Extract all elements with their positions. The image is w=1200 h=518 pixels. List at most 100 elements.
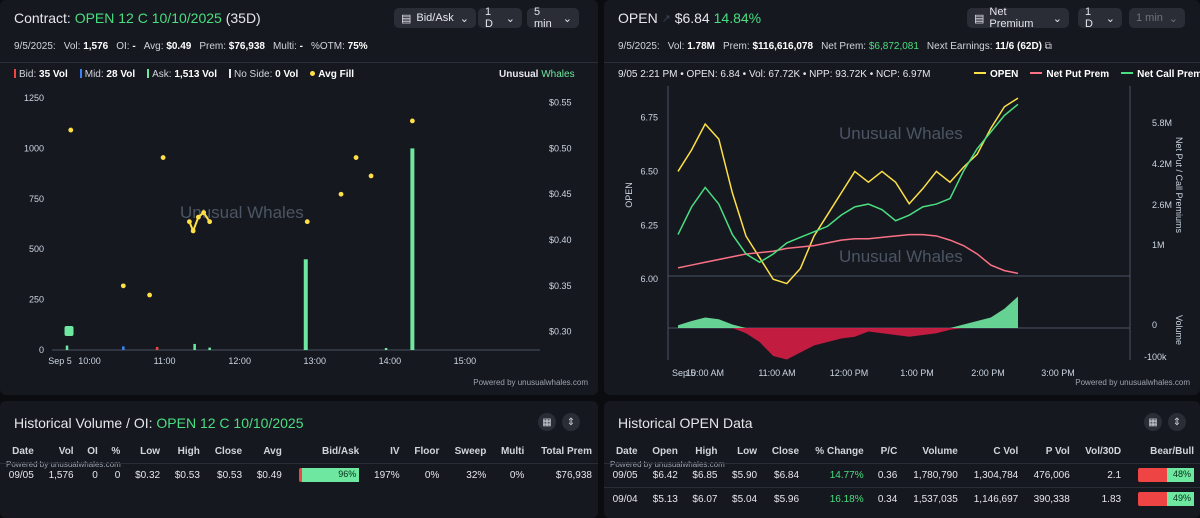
cell-cvol: 1,146,697 <box>963 486 1025 511</box>
watermark: Unusual Whales <box>180 203 304 222</box>
ticker: OPEN <box>618 10 658 26</box>
column-header[interactable]: Low <box>140 446 161 458</box>
interval-select[interactable]: 1 min ⌄ <box>1129 8 1185 28</box>
cell-oi: 0 <box>79 462 104 487</box>
legend-ncp[interactable]: Net Call Prem <box>1121 69 1200 80</box>
expand-icon[interactable]: ⇕ <box>1168 413 1186 431</box>
column-header[interactable]: Date <box>615 446 638 458</box>
stat-prem: Prem: $76,938 <box>199 41 265 52</box>
column-header[interactable]: Avg <box>263 446 282 458</box>
column-header[interactable]: High <box>695 446 718 458</box>
legend-open[interactable]: OPEN <box>974 69 1018 80</box>
cell-vol30: 2.1 <box>1075 462 1128 487</box>
cell-iv: 197% <box>365 462 406 487</box>
cell-low: $5.90 <box>723 462 764 487</box>
stock-chart-panel: OPEN ↗ $6.84 14.84% ▤ Net Premium ⌄ 1 D … <box>604 0 1200 395</box>
volume-bar <box>208 347 211 350</box>
calendar-icon[interactable]: ▦ <box>1144 413 1162 431</box>
avg-fill-point <box>353 155 359 160</box>
column-header[interactable]: P Vol <box>1045 446 1070 458</box>
column-header[interactable]: High <box>177 446 200 458</box>
bid-ask-fill <box>301 468 360 483</box>
column-header[interactable]: Bid/Ask <box>321 446 360 458</box>
column-header[interactable]: Floor <box>414 446 440 458</box>
column-header[interactable]: Bear/Bull <box>1150 446 1194 458</box>
volume-bar <box>122 346 125 350</box>
y-tick-left: 6.25 <box>640 220 658 230</box>
stat-earnings[interactable]: Next Earnings: 11/6 (62D) ⧉ <box>926 41 1052 52</box>
cell-pct: 0 <box>103 462 127 487</box>
column-header[interactable]: Sweep <box>454 446 487 458</box>
cell-avg: $0.49 <box>248 462 288 487</box>
chevron-down-icon: ⌄ <box>1105 12 1115 25</box>
x-tick: 11:00 <box>154 356 176 366</box>
column-header[interactable]: Vol/30D <box>1085 446 1122 458</box>
column-header[interactable]: % <box>111 446 121 458</box>
series-line-net-put-prem <box>677 233 1019 275</box>
column-header[interactable]: Volume <box>922 446 958 458</box>
y-tick-right: 5.8M <box>1152 118 1172 128</box>
volume-bar <box>384 347 388 350</box>
premium-mode-select[interactable]: ▤ Net Premium ⌄ <box>967 6 1069 30</box>
divider <box>0 62 598 63</box>
column-header[interactable]: Open <box>652 446 678 458</box>
watermark: Unusual Whales <box>839 124 963 143</box>
contract-header: Contract: OPEN 12 C 10/10/2025 (35D) <box>0 0 598 36</box>
x-tick: 10:00 AM <box>686 368 724 378</box>
column-header[interactable]: % Change <box>815 446 864 458</box>
avg-fill-point <box>186 219 192 225</box>
avg-fill-point <box>409 118 415 124</box>
y-tick-left: 500 <box>29 244 44 254</box>
x-tick: 11:00 AM <box>758 368 795 378</box>
price-change: 14.84% <box>713 10 762 26</box>
cell-volume: 1,537,035 <box>903 486 964 511</box>
column-header[interactable]: C Vol <box>993 446 1019 458</box>
price: $6.84 <box>674 10 710 26</box>
cell-date: 09/04 <box>604 486 644 511</box>
column-header[interactable]: IV <box>390 446 400 458</box>
cell-date: 09/05 <box>0 462 40 487</box>
column-header[interactable]: OI <box>87 446 98 458</box>
cell-open: $5.13 <box>643 486 684 511</box>
column-header[interactable]: Total Prem <box>541 446 592 458</box>
column-header[interactable]: Low <box>737 446 758 458</box>
column-header[interactable]: Close <box>771 446 800 458</box>
bull-fill <box>1167 468 1194 482</box>
external-link-icon[interactable]: ⧉ <box>1044 41 1052 52</box>
column-header[interactable]: P/C <box>880 446 898 458</box>
legend-ask: Ask: 1,513 Vol <box>147 69 217 80</box>
mode-select[interactable]: ▤ Bid/Ask ⌄ <box>394 8 476 28</box>
avg-fill-point <box>338 191 344 197</box>
cell-change: 14.77% <box>805 462 870 487</box>
calendar-icon[interactable]: ▦ <box>538 413 556 431</box>
series-line-open <box>677 97 1019 285</box>
column-header[interactable]: Date <box>12 446 34 458</box>
column-header[interactable]: Multi <box>500 446 525 458</box>
cell-high: $6.85 <box>683 462 724 487</box>
y-tick-right: $0.50 <box>549 143 572 153</box>
chart-tooltip: 9/05 2:21 PM • OPEN: 6.84 • Vol: 67.72K … <box>618 69 931 80</box>
legend-npp[interactable]: Net Put Prem <box>1030 69 1109 80</box>
legend-bid: Bid: 35 Vol <box>14 69 68 80</box>
cell-pc: 0.34 <box>869 486 904 511</box>
y-tick-right: $0.55 <box>549 98 572 108</box>
legend-noside: No Side: 0 Vol <box>229 69 298 80</box>
range-select[interactable]: 1 D ⌄ <box>1078 6 1122 30</box>
column-header[interactable]: Vol <box>58 446 74 458</box>
table-row[interactable]: 09/04 $5.13 $6.07 $5.04 $5.96 16.18% 0.34 1,537… <box>604 486 1200 511</box>
expand-icon[interactable]: ⇕ <box>562 413 580 431</box>
y-tick-left: 6.75 <box>640 113 658 123</box>
cell-sweep: 32% <box>445 462 493 487</box>
stat-prem: Prem: $116,616,078 <box>722 41 814 52</box>
table-row[interactable]: 09/05 1,576 0 0 $0.32 $0.53 $0.53 $0.49 96% 197% 0… <box>0 462 598 487</box>
column-header[interactable]: Close <box>214 446 243 458</box>
y-tick-left: 0 <box>39 345 44 355</box>
interval-select[interactable]: 5 min ⌄ <box>527 6 579 30</box>
range-select[interactable]: 1 D ⌄ <box>478 6 522 30</box>
x-tick: 12:00 <box>228 356 251 366</box>
table-row[interactable]: 09/05 $6.42 $6.85 $5.90 $6.84 14.77% 0.36 1,780… <box>604 462 1200 487</box>
cell-bull: 48% <box>1127 462 1200 487</box>
contract-stats: 9/5/2025: Vol: 1,576 OI: - Avg: $0.49 Pr… <box>14 41 368 52</box>
mode-value: Net Premium <box>989 6 1034 30</box>
bull-value: 48% <box>1172 469 1191 479</box>
